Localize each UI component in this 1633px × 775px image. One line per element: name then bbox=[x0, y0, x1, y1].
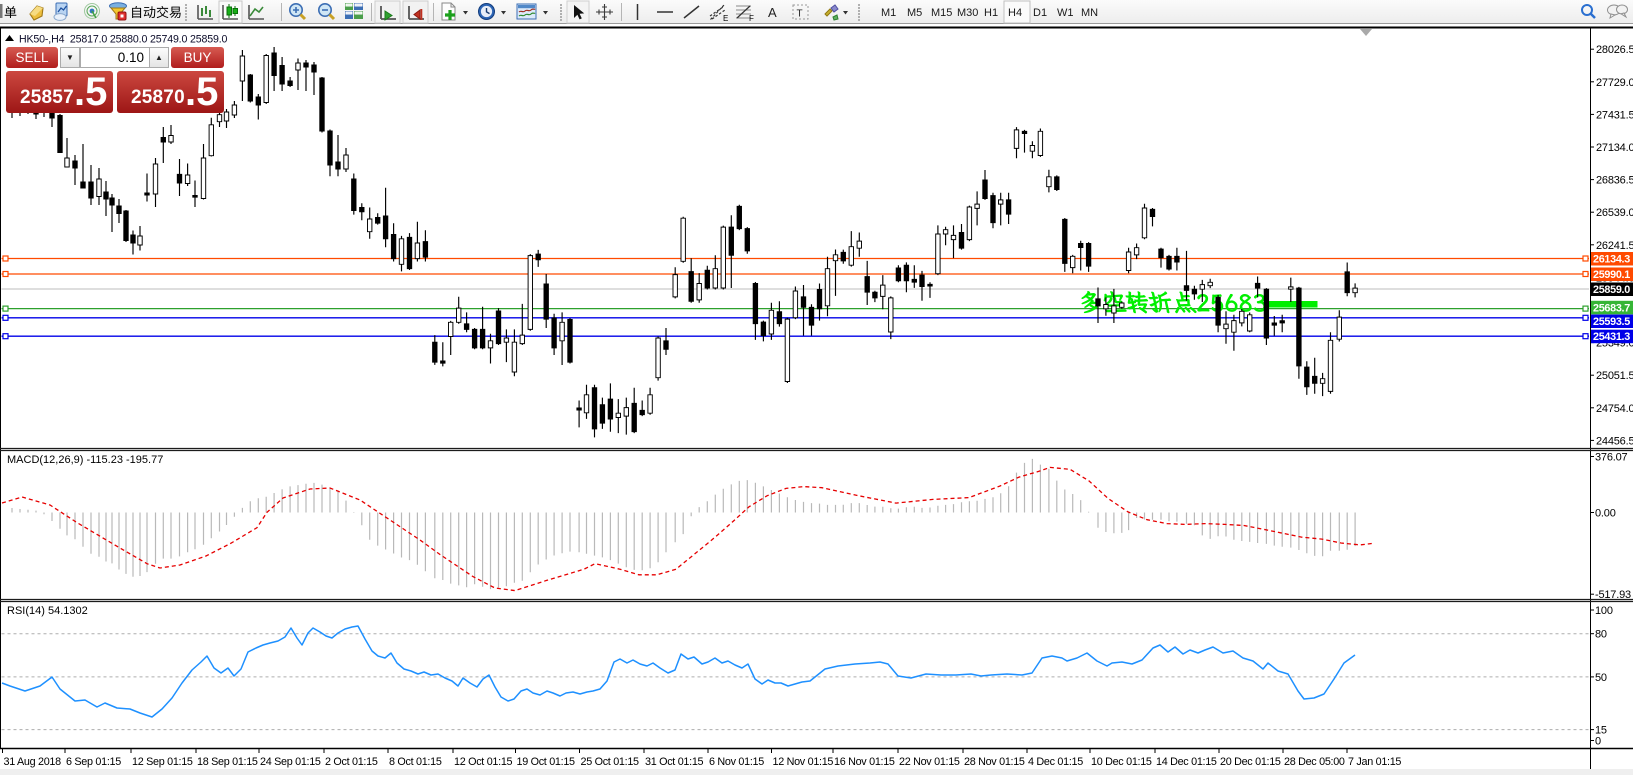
svg-text:27431.5: 27431.5 bbox=[1596, 109, 1633, 121]
svg-text:100: 100 bbox=[1595, 605, 1613, 617]
svg-text:7 Jan 01:15: 7 Jan 01:15 bbox=[1348, 756, 1401, 768]
svg-text:24754.0: 24754.0 bbox=[1596, 403, 1633, 415]
svg-text:31 Oct 01:15: 31 Oct 01:15 bbox=[645, 756, 704, 768]
svg-text:10 Dec 01:15: 10 Dec 01:15 bbox=[1091, 756, 1152, 768]
svg-text:M30: M30 bbox=[957, 7, 978, 19]
svg-text:M15: M15 bbox=[931, 7, 952, 19]
svg-text:12 Oct 01:15: 12 Oct 01:15 bbox=[454, 756, 513, 768]
svg-text:376.07: 376.07 bbox=[1595, 452, 1628, 464]
svg-text:-517.93: -517.93 bbox=[1595, 589, 1631, 601]
svg-text:6 Nov 01:15: 6 Nov 01:15 bbox=[709, 756, 764, 768]
svg-text:0: 0 bbox=[1595, 736, 1601, 748]
svg-text:H1: H1 bbox=[984, 7, 998, 19]
svg-text:12 Nov 01:15: 12 Nov 01:15 bbox=[773, 756, 834, 768]
svg-text:12 Sep 01:15: 12 Sep 01:15 bbox=[132, 756, 193, 768]
svg-text:31 Aug 2018: 31 Aug 2018 bbox=[4, 756, 62, 768]
svg-text:2 Oct 01:15: 2 Oct 01:15 bbox=[325, 756, 378, 768]
svg-text:27134.0: 27134.0 bbox=[1596, 142, 1633, 154]
svg-text:26539.0: 26539.0 bbox=[1596, 207, 1633, 219]
svg-text:26836.5: 26836.5 bbox=[1596, 175, 1633, 187]
svg-text:50: 50 bbox=[1595, 672, 1607, 684]
svg-text:25431.3: 25431.3 bbox=[1593, 331, 1630, 343]
svg-text:16 Nov 01:15: 16 Nov 01:15 bbox=[834, 756, 895, 768]
svg-text:H4: H4 bbox=[1008, 7, 1022, 19]
svg-text:T: T bbox=[797, 9, 803, 20]
svg-text:26134.3: 26134.3 bbox=[1593, 254, 1630, 266]
svg-text:28 Nov 01:15: 28 Nov 01:15 bbox=[964, 756, 1025, 768]
svg-text:W1: W1 bbox=[1057, 7, 1074, 19]
svg-text:E: E bbox=[723, 14, 728, 23]
svg-text:M5: M5 bbox=[907, 7, 922, 19]
svg-text:15: 15 bbox=[1595, 725, 1607, 737]
svg-text:18 Sep 01:15: 18 Sep 01:15 bbox=[197, 756, 258, 768]
svg-text:28 Dec 05:00: 28 Dec 05:00 bbox=[1284, 756, 1345, 768]
svg-text:27729.0: 27729.0 bbox=[1596, 77, 1633, 89]
svg-text:24456.5: 24456.5 bbox=[1596, 435, 1633, 447]
svg-text:24 Sep 01:15: 24 Sep 01:15 bbox=[260, 756, 321, 768]
svg-text:25051.5: 25051.5 bbox=[1596, 370, 1633, 382]
svg-text:4 Dec 01:15: 4 Dec 01:15 bbox=[1028, 756, 1083, 768]
svg-text:25990.1: 25990.1 bbox=[1593, 269, 1630, 281]
svg-text:25 Oct 01:15: 25 Oct 01:15 bbox=[581, 756, 640, 768]
svg-text:19 Oct 01:15: 19 Oct 01:15 bbox=[517, 756, 576, 768]
svg-text:0.00: 0.00 bbox=[1595, 508, 1616, 520]
svg-text:MACD(12,26,9) -115.23 -195.77: MACD(12,26,9) -115.23 -195.77 bbox=[7, 454, 163, 466]
svg-text:HK50-,H4 25817.0 25880.0 2574: HK50-,H4 25817.0 25880.0 25749.0 25859.0 bbox=[19, 34, 228, 46]
svg-text:6 Sep 01:15: 6 Sep 01:15 bbox=[66, 756, 121, 768]
svg-text:MN: MN bbox=[1081, 7, 1098, 19]
svg-text:22 Nov 01:15: 22 Nov 01:15 bbox=[899, 756, 960, 768]
svg-text:28026.5: 28026.5 bbox=[1596, 44, 1633, 56]
svg-text:25593.5: 25593.5 bbox=[1593, 316, 1630, 328]
svg-text:20 Dec 01:15: 20 Dec 01:15 bbox=[1220, 756, 1281, 768]
svg-text:RSI(14) 54.1302: RSI(14) 54.1302 bbox=[7, 605, 88, 617]
svg-text:D1: D1 bbox=[1033, 7, 1047, 19]
svg-text:25683.7: 25683.7 bbox=[1593, 302, 1630, 314]
svg-text:80: 80 bbox=[1595, 629, 1607, 641]
svg-text:A: A bbox=[768, 5, 777, 20]
svg-text:F: F bbox=[749, 14, 754, 23]
svg-text:26241.5: 26241.5 bbox=[1596, 240, 1633, 252]
svg-text:25859.0: 25859.0 bbox=[1593, 284, 1630, 296]
svg-text:M1: M1 bbox=[881, 7, 896, 19]
svg-text:8 Oct 01:15: 8 Oct 01:15 bbox=[389, 756, 442, 768]
svg-text:14 Dec 01:15: 14 Dec 01:15 bbox=[1156, 756, 1217, 768]
